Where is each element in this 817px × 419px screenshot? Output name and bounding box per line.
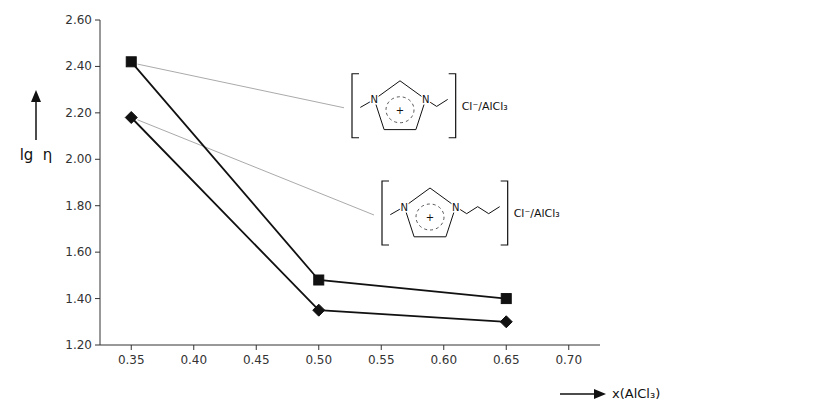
x-tick-label: 0.65	[493, 353, 520, 367]
x-tick-label: 0.35	[118, 353, 145, 367]
y-tick	[95, 20, 100, 21]
charge-label: +	[426, 212, 434, 223]
x-axis-label: x(AlCl₃)	[612, 386, 660, 401]
atom-label: N	[452, 202, 459, 213]
y-tick-label: 1.60	[65, 245, 92, 259]
y-axis-line	[100, 20, 101, 345]
x-tick	[193, 345, 194, 350]
bracket	[352, 74, 359, 138]
x-axis-line	[100, 345, 600, 346]
marker	[314, 275, 324, 285]
y-tick	[95, 252, 100, 253]
x-axis-arrow	[560, 393, 596, 395]
x-tick	[568, 345, 569, 350]
atom-label: N	[371, 94, 378, 105]
aromatic-circle	[416, 204, 444, 230]
x-tick-label: 0.40	[180, 353, 207, 367]
x-tick	[381, 345, 382, 350]
chart: 0.35 0.40 0.45 0.50 0.55 0.60 0.65 0.70 1.20 1.40…	[0, 0, 817, 419]
marker	[500, 316, 512, 328]
y-tick-label: 2.20	[65, 106, 92, 120]
marker	[313, 304, 325, 316]
y-tick	[95, 205, 100, 206]
axes: 0.35 0.40 0.45 0.50 0.55 0.60 0.65 0.70 1.20 1.40…	[65, 13, 600, 367]
x-tick	[318, 345, 319, 350]
annotation-label: Cl⁻/AlCl₃	[514, 207, 560, 220]
annotation-label: Cl⁻/AlCl₃	[462, 100, 508, 113]
y-tick-label: 1.80	[65, 199, 92, 213]
y-axis-label: lg η	[20, 146, 53, 164]
y-tick	[95, 66, 100, 67]
y-tick	[95, 298, 100, 299]
bracket	[501, 181, 508, 245]
data	[125, 57, 512, 328]
x-axis-arrow-head	[594, 389, 606, 399]
annotation-line	[138, 64, 345, 108]
x-tick-label: 0.45	[243, 353, 270, 367]
y-tick-label: 1.20	[65, 338, 92, 352]
x-tick-label: 0.70	[555, 353, 582, 367]
y-tick	[95, 159, 100, 160]
structure: N N + Cl⁻/AlCl₃	[352, 74, 508, 138]
annotation-line	[138, 120, 375, 215]
ring	[374, 81, 425, 130]
side-chain	[456, 207, 500, 214]
x-tick-label: 0.50	[305, 353, 332, 367]
y-tick-label: 2.40	[65, 59, 92, 73]
atom-label: N	[401, 202, 408, 213]
bracket	[382, 181, 389, 245]
y-tick-label: 1.40	[65, 292, 92, 306]
x-tick	[443, 345, 444, 350]
x-tick	[256, 345, 257, 350]
series-line	[131, 62, 506, 299]
x-tick	[131, 345, 132, 350]
y-axis-arrow-head	[31, 90, 41, 102]
x-tick-label: 0.55	[368, 353, 395, 367]
y-axis-arrow	[35, 100, 37, 140]
marker	[125, 112, 137, 124]
bracket	[449, 74, 456, 138]
y-tick	[95, 345, 100, 346]
y-tick	[95, 112, 100, 113]
ring	[404, 188, 455, 237]
aromatic-circle	[386, 97, 414, 123]
y-tick-label: 2.60	[65, 13, 92, 27]
series-line	[131, 118, 506, 322]
x-tick	[506, 345, 507, 350]
x-tick-label: 0.60	[430, 353, 457, 367]
marker	[501, 294, 511, 304]
charge-label: +	[396, 105, 404, 116]
structure: N N + Cl⁻/AlCl₃	[382, 181, 560, 245]
atom-label: N	[422, 94, 429, 105]
marker	[126, 57, 136, 67]
y-tick-label: 2.00	[65, 152, 92, 166]
